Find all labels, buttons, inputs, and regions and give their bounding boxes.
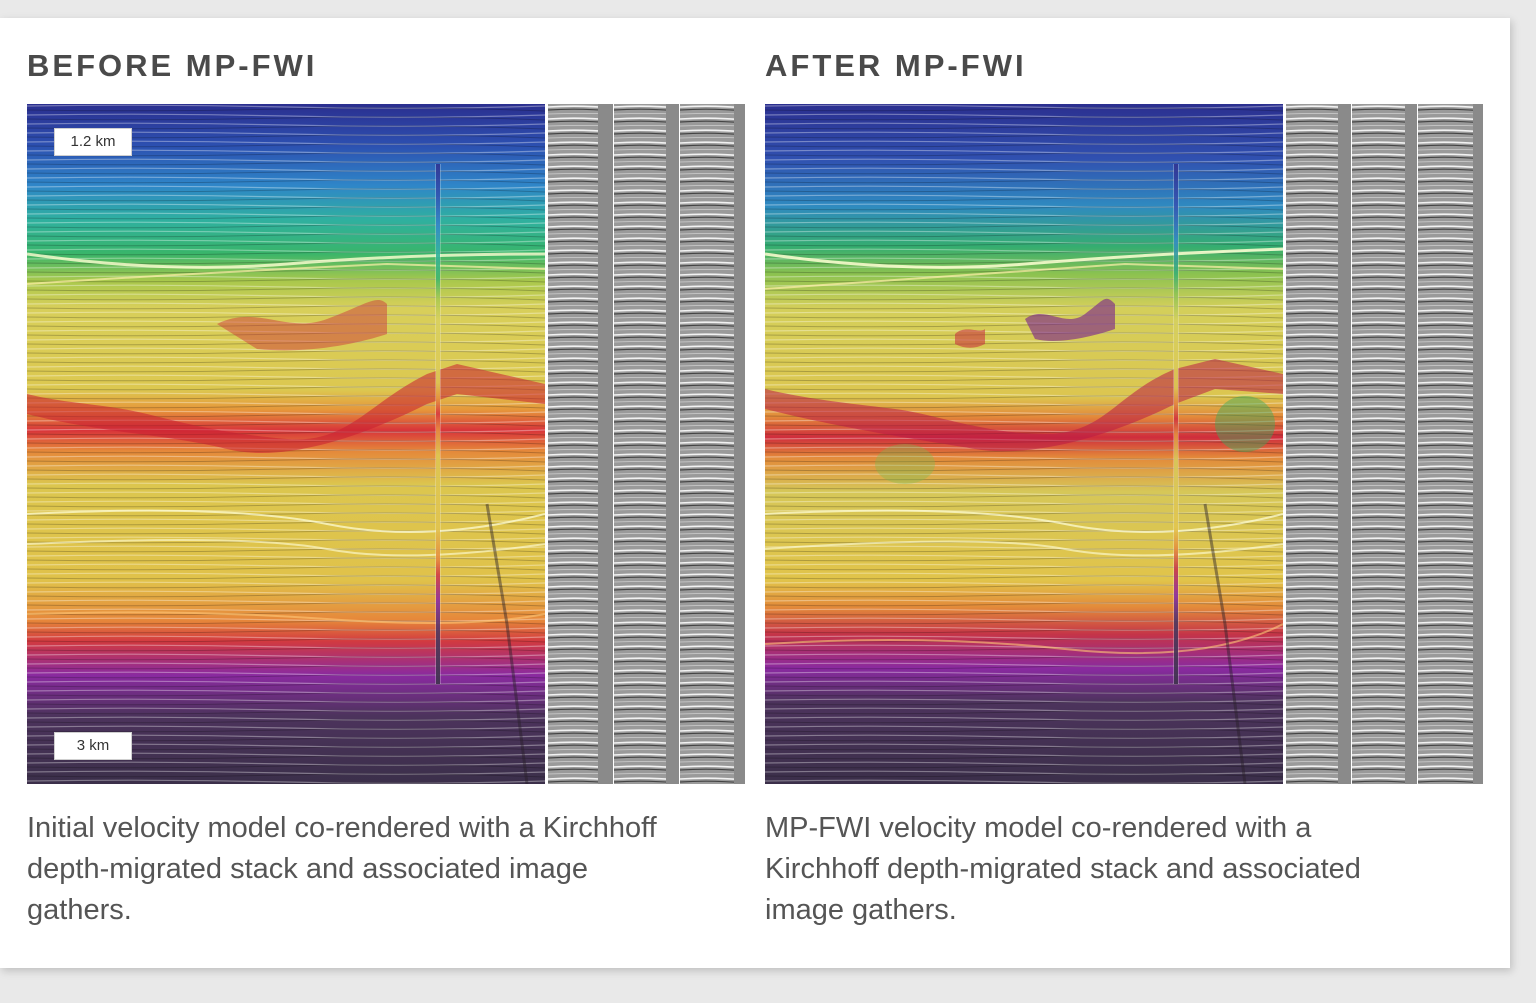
image-gather (680, 104, 745, 784)
image-gather (614, 104, 679, 784)
depth-label-bottom: 3 km (54, 732, 132, 760)
image-gather (548, 104, 613, 784)
image-gather (1352, 104, 1417, 784)
before-caption: Initial velocity model co-rendered with … (27, 812, 657, 926)
after-image-gathers (1286, 104, 1483, 784)
image-gather (1418, 104, 1483, 784)
after-caption: MP-FWI velocity model co-rendered with a… (765, 812, 1361, 926)
image-gather (1286, 104, 1351, 784)
after-velocity-section (765, 104, 1283, 784)
after-heading: AFTER MP-FWI (765, 48, 1027, 83)
before-velocity-image (27, 104, 545, 784)
after-velocity-image (765, 104, 1283, 784)
before-velocity-section: 1.2 km 3 km (27, 104, 545, 784)
figure-card: BEFORE MP-FWI (0, 18, 1510, 968)
before-panel: BEFORE MP-FWI (27, 18, 747, 968)
before-heading: BEFORE MP-FWI (27, 48, 318, 83)
depth-label-top: 1.2 km (54, 128, 132, 156)
before-image-gathers (548, 104, 745, 784)
after-panel: AFTER MP-FWI (765, 18, 1485, 968)
